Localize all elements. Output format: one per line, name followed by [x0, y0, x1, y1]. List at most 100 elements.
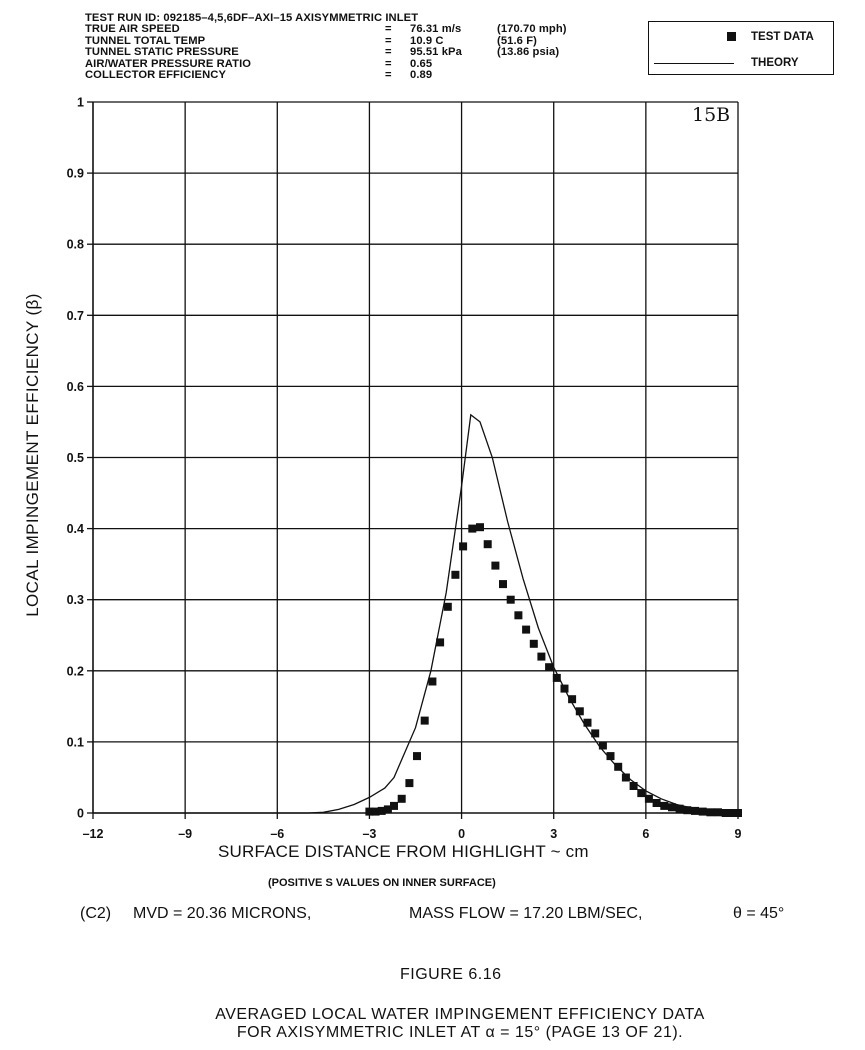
header-label: TEST RUN ID: 092185–4,5,6DF–AXI–15 AXISY… [85, 12, 419, 24]
figure-number: FIGURE 6.16 [400, 966, 502, 983]
test-data-point [552, 673, 561, 682]
x-axis-note: (POSITIVE S VALUES ON INNER SURFACE) [268, 877, 496, 889]
test-data-point [383, 805, 392, 814]
header-label: AIR/WATER PRESSURE RATIO [85, 57, 252, 70]
theory-line-icon [654, 63, 734, 64]
header-alt-value: (170.70 mph) [497, 23, 567, 36]
header-equals: = [385, 34, 392, 47]
test-data-point [468, 524, 477, 533]
test-data-point [436, 638, 445, 647]
y-tick-label: 0.2 [67, 664, 84, 678]
caption-line-1: AVERAGED LOCAL WATER IMPINGEMENT EFFICIE… [215, 1006, 705, 1023]
test-data-point [451, 570, 460, 579]
header-label: COLLECTOR EFFICIENCY [85, 68, 227, 81]
test-data-point [491, 561, 500, 570]
header-equals: = [385, 23, 392, 36]
header-value: 0.89 [410, 68, 433, 81]
test-data-point [413, 752, 421, 761]
test-data-point [706, 808, 715, 817]
test-data-point [537, 652, 546, 661]
panel-label: 15B [692, 104, 731, 126]
header-value: 0.65 [410, 57, 433, 70]
test-data-point [729, 809, 738, 817]
x-axis-title: SURFACE DISTANCE FROM HIGHLIGHT ~ cm [218, 842, 589, 861]
test-data-point [683, 806, 692, 815]
test-data-point [397, 794, 406, 803]
test-data-point [575, 707, 584, 716]
test-data-point [568, 695, 577, 704]
test-data-point [514, 611, 523, 620]
header-equals: = [385, 68, 392, 81]
legend-test-data-label: TEST DATA [751, 31, 814, 43]
y-tick-label: 0.6 [67, 380, 84, 394]
legend-theory-label: THEORY [751, 57, 799, 69]
x-tick-label: 3 [550, 827, 557, 841]
caption-line-2: FOR AXISYMMETRIC INLET AT α = 15° (PAGE … [236, 1024, 684, 1041]
header-alt-value: (13.86 psia) [497, 46, 560, 59]
y-tick-label: 1 [77, 96, 84, 110]
test-data-point [365, 807, 374, 816]
test-data-marker-icon [727, 32, 736, 41]
mvd-value: MVD = 20.36 MICRONS, [133, 905, 312, 922]
test-data-point [522, 625, 531, 634]
header-label: TUNNEL TOTAL TEMP [85, 34, 206, 47]
test-data-point [734, 809, 742, 817]
test-data-point [691, 806, 699, 815]
header-equals: = [385, 46, 392, 59]
header-label: TUNNEL STATIC PRESSURE [85, 46, 239, 59]
test-data-point [499, 580, 507, 589]
theory-curve [93, 413, 739, 814]
test-data-point [714, 808, 722, 817]
y-axis-title: LOCAL IMPINGEMENT EFFICIENCY (β) [23, 293, 42, 617]
test-data-point [668, 803, 676, 812]
test-data-point [483, 540, 492, 549]
y-tick-label: 0.4 [67, 522, 84, 536]
test-data-point [420, 716, 429, 725]
test-data-point [377, 806, 386, 815]
test-data-point [443, 602, 452, 611]
x-tick-label: 9 [735, 827, 742, 841]
x-tick-label: –12 [83, 827, 104, 841]
mass-flow-value: MASS FLOW = 17.20 LBM/SEC, [409, 905, 643, 922]
y-tick-label: 0.3 [67, 593, 84, 607]
header-value: 95.51 kPa [410, 46, 462, 59]
test-data-point [614, 762, 623, 771]
test-data-point [459, 542, 468, 551]
test-data-point [583, 718, 592, 727]
test-data-point [371, 807, 380, 816]
test-data-point [598, 741, 607, 750]
case-id: (C2) [80, 905, 112, 922]
y-tick-label: 0.1 [67, 735, 84, 749]
header-equals: = [385, 57, 392, 70]
test-data-point [675, 804, 684, 813]
test-data-point [637, 789, 646, 798]
x-tick-label: –6 [270, 827, 284, 841]
test-data-point [506, 595, 515, 604]
test-data-point [621, 773, 630, 782]
test-data-point [606, 752, 615, 761]
header-value: 10.9 C [410, 34, 444, 47]
y-tick-label: 0.8 [67, 238, 84, 252]
test-data-point [591, 729, 600, 738]
test-data-point [405, 779, 414, 788]
legend: TEST DATA THEORY [648, 21, 834, 75]
x-tick-label: 0 [458, 827, 465, 841]
test-data-point [560, 684, 569, 693]
y-tick-label: 0.9 [67, 167, 84, 181]
test-data-point [545, 663, 554, 672]
test-data-point [629, 782, 638, 790]
header-alt-value: (51.6 F) [497, 34, 537, 47]
test-data-point [660, 801, 669, 810]
theta-value: θ = 45° [733, 905, 785, 922]
figure-caption: AVERAGED LOCAL WATER IMPINGEMENT EFFICIE… [0, 1006, 865, 1042]
x-tick-label: 6 [642, 827, 649, 841]
header-label: TRUE AIR SPEED [85, 23, 180, 36]
test-data-point [652, 799, 661, 807]
x-tick-label: –9 [178, 827, 192, 841]
test-data-point [529, 639, 538, 648]
x-tick-label: –3 [362, 827, 376, 841]
y-tick-label: 0 [77, 807, 84, 821]
test-data-point [698, 807, 707, 816]
test-data-point [390, 801, 398, 810]
